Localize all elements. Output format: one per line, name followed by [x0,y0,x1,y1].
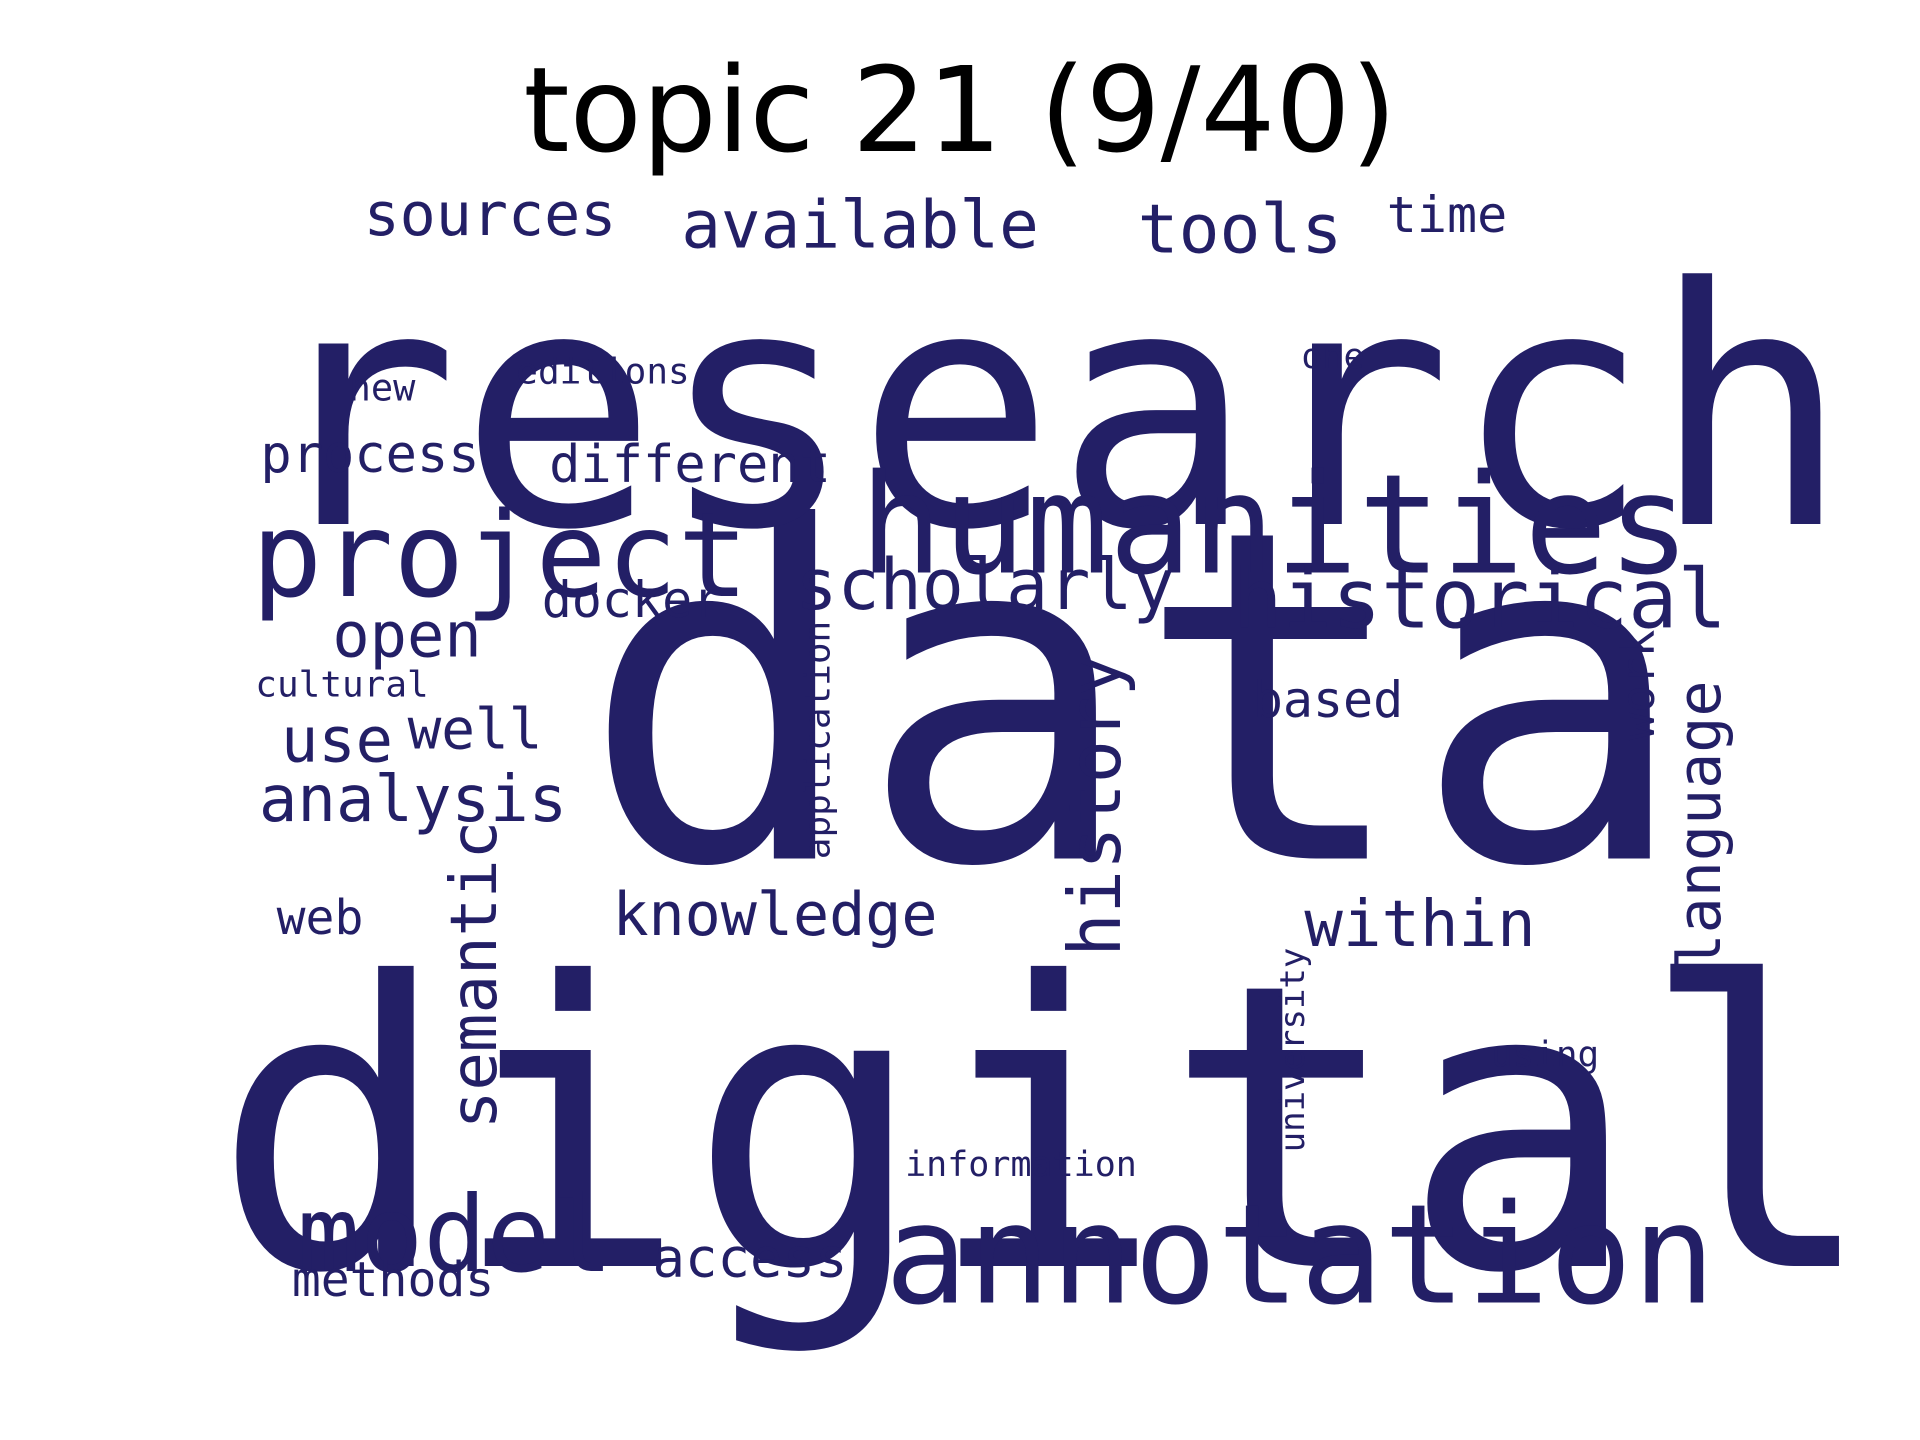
word-scholarly: scholarly [795,544,1174,626]
word-web: web [277,890,364,946]
word-data: data [581,433,1689,968]
word-access: access [652,1227,847,1290]
word-analysis: analysis [259,763,567,837]
word-historical: historical [1233,553,1727,648]
word-research: research [260,218,1849,602]
word-annotation: annotation [885,1175,1716,1336]
figure-title: topic 21 (9/40) [523,41,1397,179]
word-using: using [1491,1035,1599,1076]
word-based: based [1253,671,1404,729]
word-available: available [681,187,1039,264]
word-sources: sources [364,180,617,250]
word-use: use [281,704,393,777]
word-humanities: humanities [860,445,1691,606]
word-well: well [408,698,543,763]
word-time: time [1387,186,1507,244]
word-model: model [297,1174,613,1296]
word-project: project [251,486,748,624]
word-work: work [1611,630,1665,741]
word-open: open [332,599,481,672]
word-university: university [1273,948,1313,1153]
word-one: one [1301,337,1364,377]
word-cultural: cultural [255,665,428,706]
word-editions: editions [516,352,689,393]
word-tools: tools [1138,191,1343,270]
word-within: within [1304,888,1535,962]
word-knowledge: knowledge [612,880,937,950]
word-history: history [1053,653,1137,956]
word-digital: digital [213,900,1878,1360]
word-semantic: semantic [438,821,512,1129]
word-language: language [1665,681,1735,970]
word-process: process [260,425,479,485]
word-information: information [905,1145,1137,1185]
word-different: different [549,435,831,495]
word-application: application [798,621,839,859]
word-new: new [349,367,417,410]
word-methods: methods [292,1252,494,1308]
word-docker: docker [542,571,723,629]
